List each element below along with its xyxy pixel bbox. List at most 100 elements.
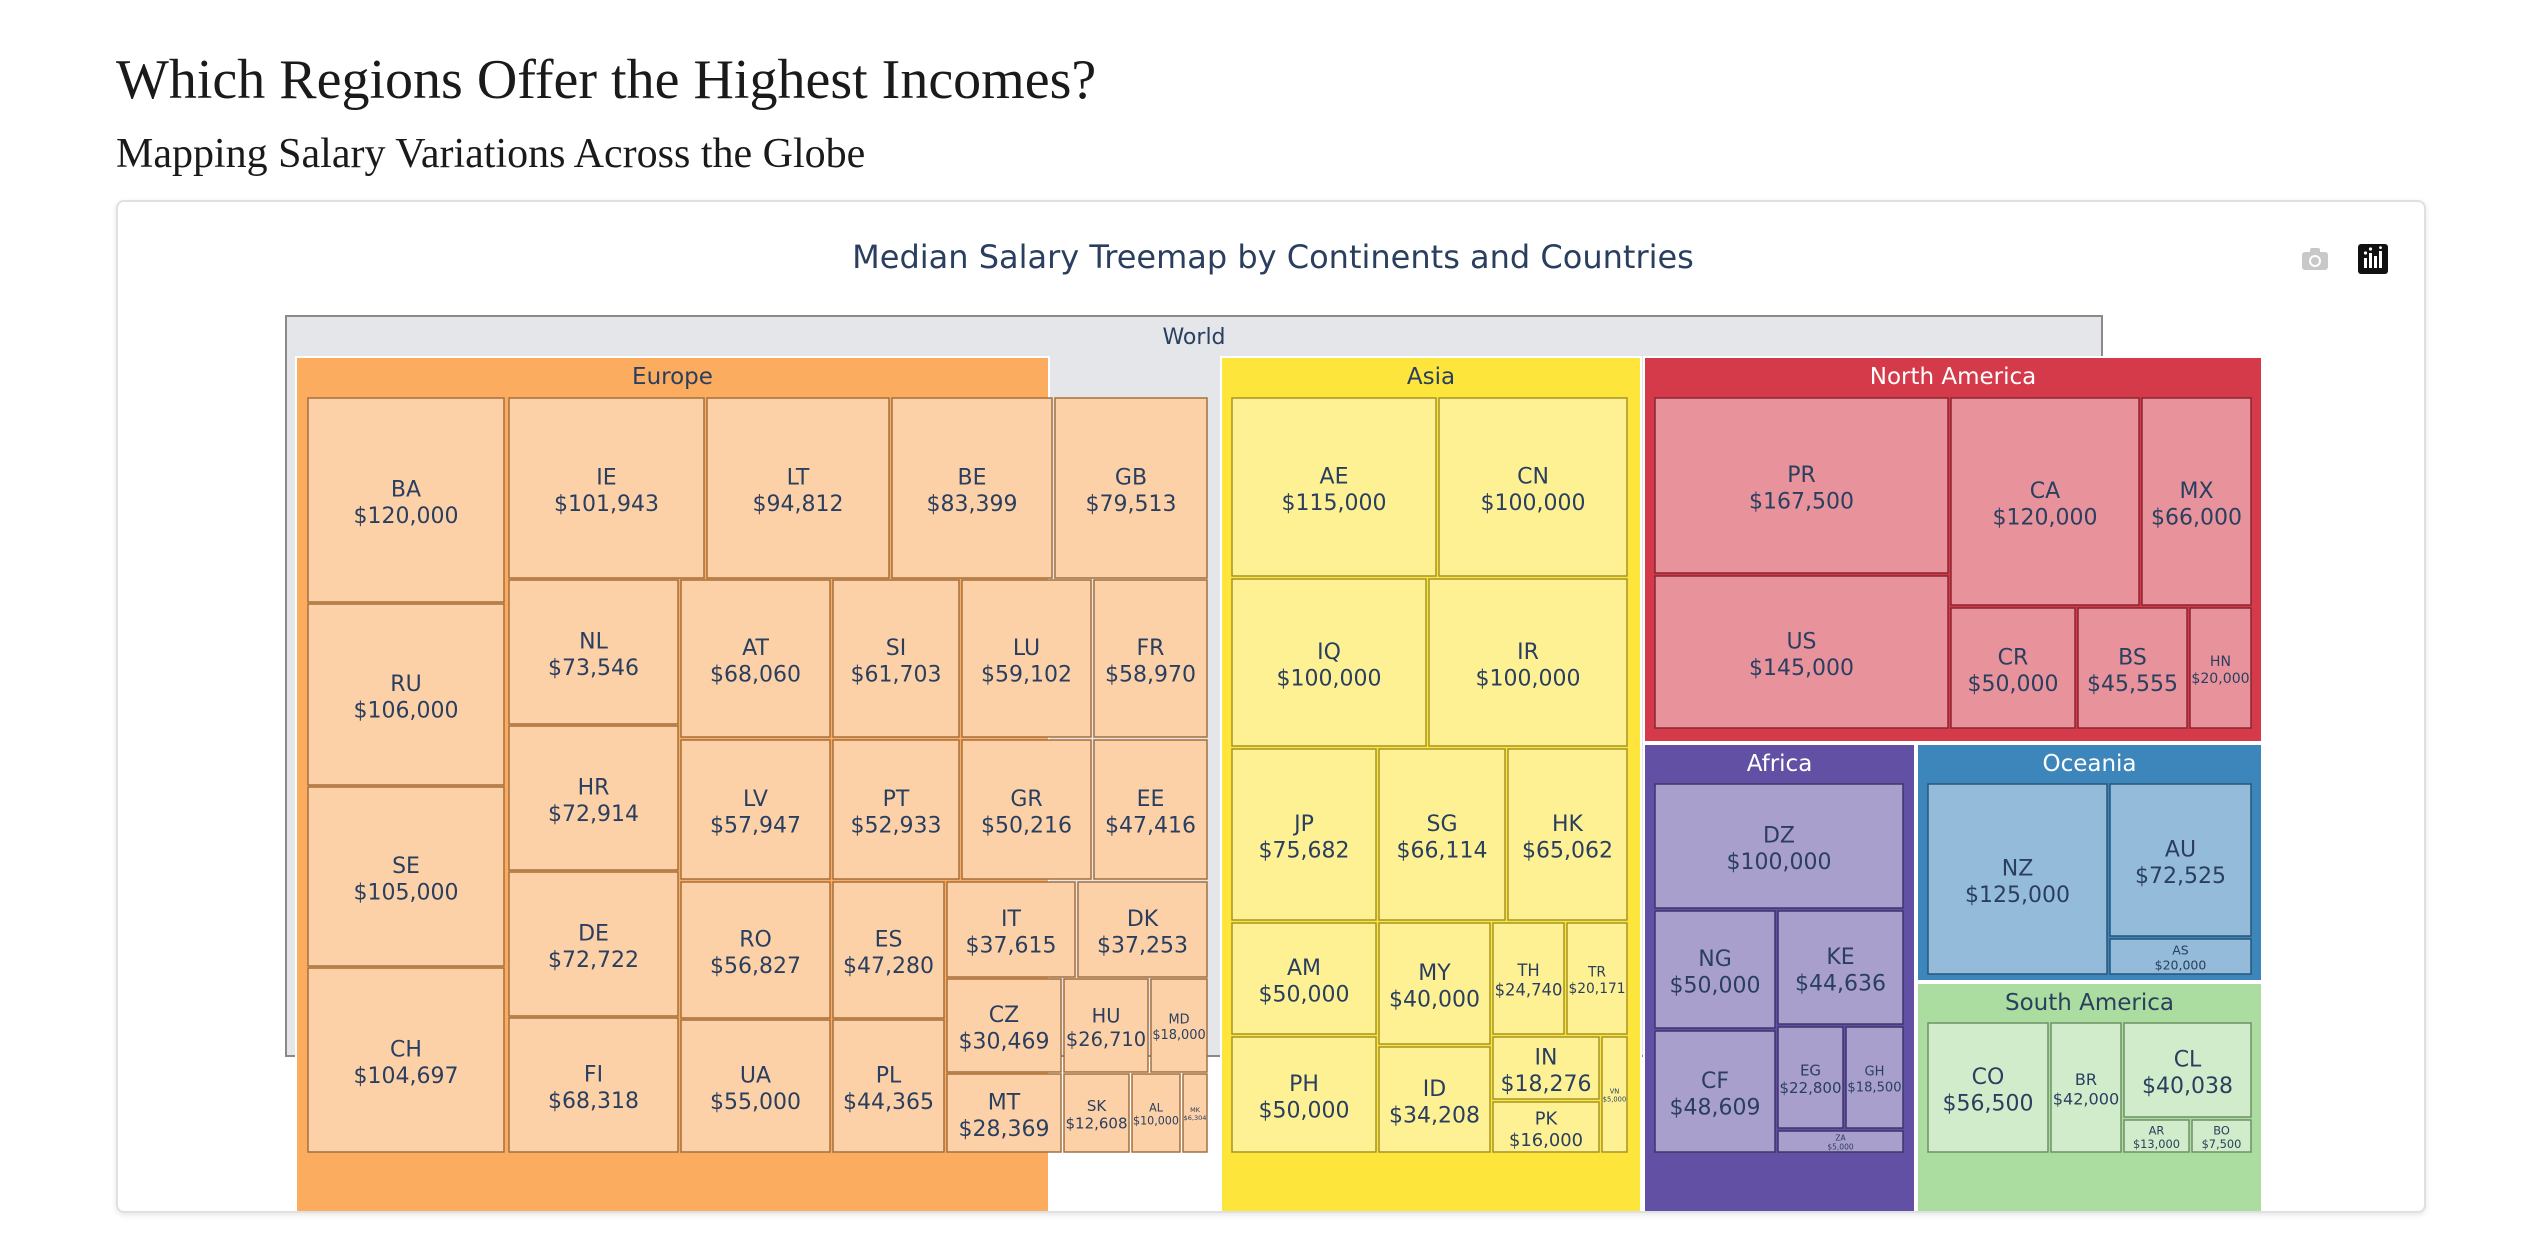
country-cell-fi[interactable]: FI$68,318 xyxy=(508,1017,679,1153)
country-rect[interactable] xyxy=(2050,1022,2122,1153)
country-cell-ru[interactable]: RU$106,000 xyxy=(307,603,505,786)
country-rect[interactable] xyxy=(946,881,1076,978)
country-rect[interactable] xyxy=(1845,1026,1904,1129)
country-cell-pr[interactable]: PR$167,500 xyxy=(1654,397,1949,574)
camera-icon[interactable] xyxy=(2298,242,2332,276)
country-rect[interactable] xyxy=(2191,1119,2252,1153)
country-cell-cn[interactable]: CN$100,000 xyxy=(1438,397,1628,577)
country-cell-at[interactable]: AT$68,060 xyxy=(680,579,831,738)
country-rect[interactable] xyxy=(1566,922,1628,1035)
country-rect[interactable] xyxy=(1231,748,1377,921)
country-rect[interactable] xyxy=(1231,397,1437,577)
country-rect[interactable] xyxy=(2141,397,2252,606)
country-rect[interactable] xyxy=(1492,922,1565,1035)
plotly-logo-icon[interactable] xyxy=(2356,242,2390,276)
country-cell-hr[interactable]: HR$72,914 xyxy=(508,725,679,871)
country-cell-th[interactable]: TH$24,740 xyxy=(1492,922,1565,1035)
country-cell-md[interactable]: MD$18,000 xyxy=(1150,978,1208,1073)
country-rect[interactable] xyxy=(508,1017,679,1153)
country-rect[interactable] xyxy=(1428,578,1628,747)
country-rect[interactable] xyxy=(1492,1101,1600,1153)
country-cell-mk[interactable]: MK$6,304 xyxy=(1182,1073,1208,1153)
country-cell-ro[interactable]: RO$56,827 xyxy=(680,881,831,1019)
country-rect[interactable] xyxy=(961,739,1092,880)
country-rect[interactable] xyxy=(1927,783,2108,975)
country-cell-it[interactable]: IT$37,615 xyxy=(946,881,1076,978)
country-rect[interactable] xyxy=(1492,1036,1600,1100)
country-cell-id[interactable]: ID$34,208 xyxy=(1378,1046,1491,1153)
country-rect[interactable] xyxy=(1150,978,1208,1073)
country-rect[interactable] xyxy=(1231,578,1427,747)
country-rect[interactable] xyxy=(946,1073,1062,1153)
country-cell-es[interactable]: ES$47,280 xyxy=(832,881,945,1019)
country-cell-gh[interactable]: GH$18,500 xyxy=(1845,1026,1904,1129)
country-rect[interactable] xyxy=(1231,922,1377,1035)
country-cell-cf[interactable]: CF$48,609 xyxy=(1654,1030,1776,1153)
country-cell-de[interactable]: DE$72,722 xyxy=(508,871,679,1017)
country-rect[interactable] xyxy=(891,397,1053,579)
country-rect[interactable] xyxy=(1654,910,1776,1029)
country-rect[interactable] xyxy=(1777,910,1904,1025)
country-rect[interactable] xyxy=(1654,1030,1776,1153)
country-rect[interactable] xyxy=(1950,607,2076,729)
country-cell-as[interactable]: AS$20,000 xyxy=(2109,938,2252,975)
country-cell-sg[interactable]: SG$66,114 xyxy=(1378,748,1506,921)
country-rect[interactable] xyxy=(1378,1046,1491,1153)
country-cell-ph[interactable]: PH$50,000 xyxy=(1231,1036,1377,1153)
country-rect[interactable] xyxy=(961,579,1092,738)
country-cell-sk[interactable]: SK$12,608 xyxy=(1063,1073,1130,1153)
country-cell-cr[interactable]: CR$50,000 xyxy=(1950,607,2076,729)
country-cell-tr[interactable]: TR$20,171 xyxy=(1566,922,1628,1035)
country-cell-za[interactable]: ZA$5,000 xyxy=(1777,1130,1904,1153)
country-rect[interactable] xyxy=(680,739,831,880)
country-cell-si[interactable]: SI$61,703 xyxy=(832,579,960,738)
country-cell-cl[interactable]: CL$40,038 xyxy=(2123,1022,2252,1118)
country-rect[interactable] xyxy=(2109,783,2252,937)
country-cell-lt[interactable]: LT$94,812 xyxy=(706,397,890,579)
country-rect[interactable] xyxy=(680,1019,831,1153)
country-cell-us[interactable]: US$145,000 xyxy=(1654,575,1949,729)
country-rect[interactable] xyxy=(508,579,679,725)
country-rect[interactable] xyxy=(1131,1073,1181,1153)
continent-north-america[interactable]: North AmericaPR$167,500US$145,000CA$120,… xyxy=(1643,356,2263,743)
continent-europe[interactable]: EuropeBA$120,000RU$106,000SE$105,000CH$1… xyxy=(295,356,1208,1211)
country-cell-ar[interactable]: AR$13,000 xyxy=(2123,1119,2190,1153)
country-rect[interactable] xyxy=(1654,575,1949,729)
country-rect[interactable] xyxy=(1378,748,1506,921)
country-rect[interactable] xyxy=(1182,1073,1208,1153)
country-cell-iq[interactable]: IQ$100,000 xyxy=(1231,578,1427,747)
country-cell-ch[interactable]: CH$104,697 xyxy=(307,967,505,1153)
country-cell-mx[interactable]: MX$66,000 xyxy=(2141,397,2252,606)
country-cell-hk[interactable]: HK$65,062 xyxy=(1507,748,1628,921)
country-cell-se[interactable]: SE$105,000 xyxy=(307,786,505,967)
country-rect[interactable] xyxy=(1654,397,1949,574)
country-rect[interactable] xyxy=(832,739,960,880)
country-rect[interactable] xyxy=(2077,607,2188,729)
country-cell-nl[interactable]: NL$73,546 xyxy=(508,579,679,725)
country-cell-ca[interactable]: CA$120,000 xyxy=(1950,397,2140,606)
country-rect[interactable] xyxy=(1378,922,1491,1045)
country-rect[interactable] xyxy=(1777,1130,1904,1153)
country-rect[interactable] xyxy=(680,579,831,738)
country-rect[interactable] xyxy=(307,786,505,967)
country-cell-eg[interactable]: EG$22,800 xyxy=(1777,1026,1844,1129)
country-cell-al[interactable]: AL$10,000 xyxy=(1131,1073,1181,1153)
country-rect[interactable] xyxy=(1063,1073,1130,1153)
country-cell-ba[interactable]: BA$120,000 xyxy=(307,397,505,603)
country-rect[interactable] xyxy=(307,397,505,603)
country-cell-vn[interactable]: VN$5,000 xyxy=(1601,1036,1628,1153)
country-cell-ua[interactable]: UA$55,000 xyxy=(680,1019,831,1153)
country-cell-pl[interactable]: PL$44,365 xyxy=(832,1019,945,1153)
country-cell-lu[interactable]: LU$59,102 xyxy=(961,579,1092,738)
country-cell-ae[interactable]: AE$115,000 xyxy=(1231,397,1437,577)
country-rect[interactable] xyxy=(307,603,505,786)
country-rect[interactable] xyxy=(2123,1022,2252,1118)
country-rect[interactable] xyxy=(1654,783,1904,909)
continent-africa[interactable]: AfricaDZ$100,000NG$50,000KE$44,636CF$48,… xyxy=(1643,743,1916,1211)
country-cell-br[interactable]: BR$42,000 xyxy=(2050,1022,2122,1153)
country-rect[interactable] xyxy=(1231,1036,1377,1153)
country-rect[interactable] xyxy=(2189,607,2252,729)
country-rect[interactable] xyxy=(1927,1022,2049,1153)
country-rect[interactable] xyxy=(1093,739,1208,880)
country-cell-co[interactable]: CO$56,500 xyxy=(1927,1022,2049,1153)
